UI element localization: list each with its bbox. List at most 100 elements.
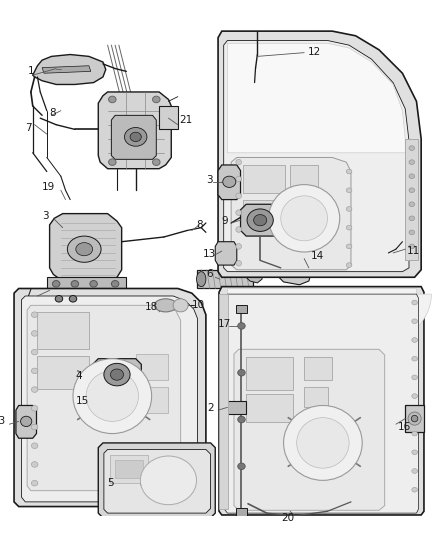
Bar [227,401,246,414]
Ellipse shape [152,96,160,103]
Ellipse shape [32,443,38,449]
Polygon shape [49,214,122,281]
Ellipse shape [109,159,116,165]
Ellipse shape [283,406,362,480]
Bar [159,106,178,130]
Ellipse shape [71,280,78,287]
Polygon shape [21,296,198,502]
Ellipse shape [409,188,415,192]
Ellipse shape [412,357,417,361]
Bar [96,391,141,406]
Polygon shape [225,294,418,513]
Text: 11: 11 [407,246,420,256]
Bar [219,294,228,510]
Bar [136,387,169,413]
Ellipse shape [412,337,417,342]
Ellipse shape [55,295,63,302]
Ellipse shape [346,225,352,230]
Text: 12: 12 [308,47,321,56]
Text: 4: 4 [76,370,82,381]
Ellipse shape [412,319,417,324]
Ellipse shape [254,215,267,226]
Ellipse shape [76,243,93,256]
Polygon shape [111,115,156,159]
Ellipse shape [155,299,177,312]
Ellipse shape [223,176,236,188]
Ellipse shape [197,272,206,287]
Bar [37,312,89,349]
Polygon shape [98,92,171,169]
Ellipse shape [32,368,38,374]
Polygon shape [98,443,215,518]
Text: 8: 8 [49,109,56,118]
Text: 13: 13 [0,416,7,426]
Ellipse shape [104,364,130,386]
Ellipse shape [111,280,119,287]
Polygon shape [234,349,385,510]
Ellipse shape [281,196,328,241]
Ellipse shape [247,209,273,231]
Ellipse shape [32,312,38,318]
Ellipse shape [32,349,38,355]
Ellipse shape [32,462,38,467]
Ellipse shape [409,216,415,221]
Ellipse shape [73,359,152,433]
Ellipse shape [236,227,241,232]
Ellipse shape [412,487,417,492]
Ellipse shape [268,184,340,252]
Bar [115,460,143,479]
Bar [290,199,314,219]
Ellipse shape [346,188,352,192]
Bar [290,165,318,188]
Text: 8: 8 [197,220,203,230]
Ellipse shape [110,369,124,380]
Ellipse shape [412,413,417,417]
Text: 13: 13 [203,249,216,259]
Ellipse shape [409,202,415,207]
Ellipse shape [238,463,245,470]
Text: 17: 17 [218,319,231,329]
Bar [110,455,148,483]
Ellipse shape [412,450,417,455]
Polygon shape [240,204,280,236]
Text: 3: 3 [42,212,49,221]
Bar [304,357,332,380]
Text: 3: 3 [206,175,212,185]
Ellipse shape [409,244,415,249]
Ellipse shape [32,330,38,336]
Bar [246,357,293,390]
Ellipse shape [173,299,188,312]
Text: 19: 19 [42,182,55,192]
Bar [49,290,82,307]
Polygon shape [93,359,141,391]
Ellipse shape [21,416,32,426]
Ellipse shape [124,127,147,146]
Ellipse shape [299,244,306,251]
Bar [405,406,424,432]
Ellipse shape [32,424,38,430]
Bar [37,356,89,389]
Polygon shape [227,288,431,360]
Ellipse shape [346,207,352,211]
Polygon shape [104,449,211,513]
Ellipse shape [412,394,417,399]
Text: 7: 7 [25,123,32,133]
Polygon shape [215,241,237,265]
Ellipse shape [409,160,415,165]
Text: 5: 5 [108,478,114,488]
Ellipse shape [32,406,38,411]
Polygon shape [27,305,180,491]
Ellipse shape [69,295,77,302]
Bar [136,354,169,380]
Text: 18: 18 [145,302,158,312]
Text: 16: 16 [398,422,411,432]
Ellipse shape [409,174,415,179]
Ellipse shape [86,371,138,422]
Text: 9: 9 [222,216,229,226]
Bar [47,277,126,290]
Ellipse shape [412,300,417,305]
Text: 20: 20 [281,513,294,523]
Polygon shape [14,288,206,506]
Bar [197,270,253,288]
Ellipse shape [236,261,241,266]
